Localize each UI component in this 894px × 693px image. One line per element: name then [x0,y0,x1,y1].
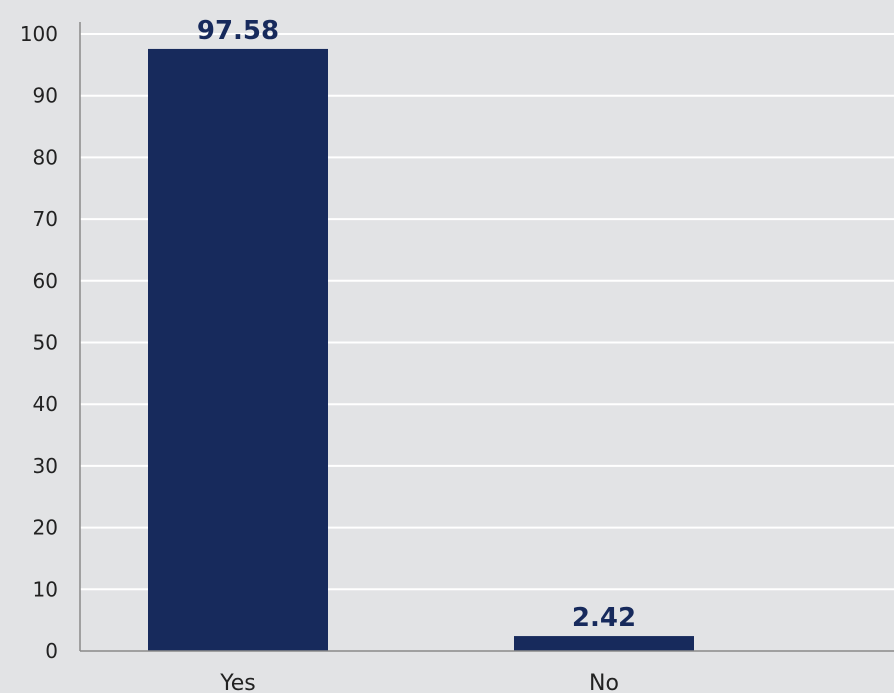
x-tick-label: No [589,671,619,693]
bar-no [514,636,694,651]
bar-yes [148,48,328,652]
y-tick-label: 90 [33,84,58,108]
y-tick-label: 60 [33,269,58,293]
y-tick-label: 50 [33,331,58,355]
y-tick-label: 70 [33,207,58,231]
bars: 97.58 2.42 [148,16,694,652]
y-tick-label: 40 [33,392,58,416]
y-tick-label: 30 [33,454,58,478]
y-tick-label: 0 [45,639,58,663]
y-tick-label: 80 [33,145,58,169]
y-tick-label: 10 [33,577,58,601]
y-tick-label: 100 [20,22,58,46]
x-axis: Yes No [80,650,894,693]
y-axis: 0 10 20 30 40 50 60 70 80 90 100 [20,22,81,663]
x-tick-label: Yes [219,671,256,693]
data-label: 2.42 [572,603,636,633]
data-label: 97.58 [197,16,279,46]
y-tick-label: 20 [33,516,58,540]
